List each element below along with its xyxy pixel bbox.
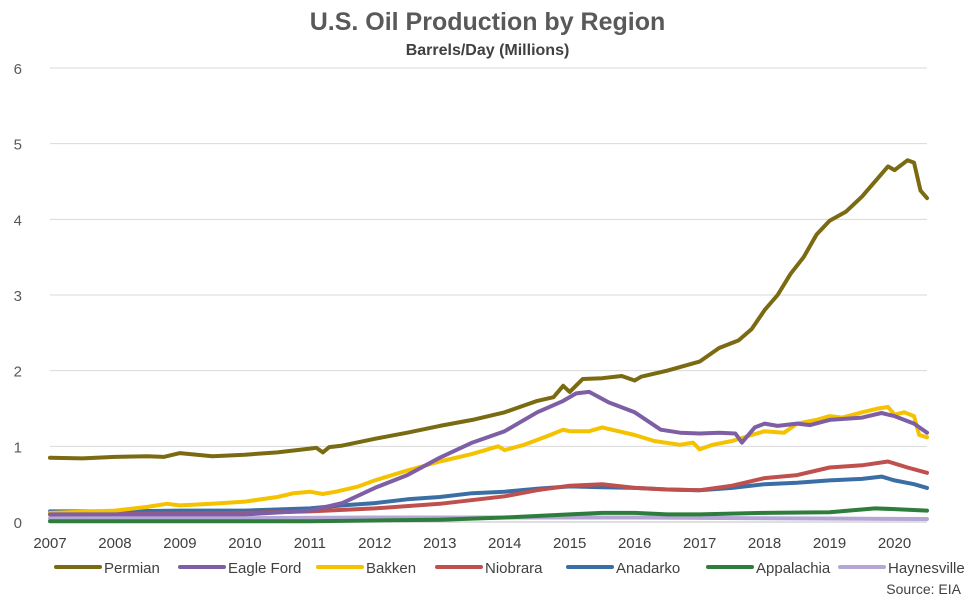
y-tick-label: 4 — [14, 212, 22, 229]
x-tick-label: 2011 — [294, 535, 326, 552]
legend-label-permian: Permian — [104, 560, 160, 577]
x-tick-label: 2007 — [33, 535, 66, 552]
series-line-appalachia — [48, 506, 929, 524]
x-tick-label: 2016 — [618, 535, 651, 552]
y-axis: 6 5 4 3 2 1 0 — [14, 61, 22, 532]
gridlines — [50, 67, 927, 523]
x-tick-label: 2009 — [163, 535, 196, 552]
chart-title: U.S. Oil Production by Region — [309, 8, 666, 36]
y-tick-label: 6 — [14, 61, 22, 78]
x-tick-label: 2015 — [553, 535, 586, 552]
series-line-bakken — [48, 405, 929, 515]
legend-label-niobrara: Niobrara — [485, 560, 543, 577]
legend-label-eagle-ford: Eagle Ford — [228, 560, 301, 577]
x-tick-label: 2018 — [748, 535, 781, 552]
x-tick-label: 2012 — [358, 535, 391, 552]
x-axis: 2007 2008 2009 2010 2011 2012 2013 2014 2015 2016… — [33, 535, 911, 552]
y-tick-label: 3 — [14, 288, 22, 305]
series-line-niobrara — [48, 459, 929, 517]
legend-label-haynesville: Haynesville — [888, 560, 965, 577]
legend: Permian Eagle Ford Bakken Niobrara Anadarko A… — [54, 560, 965, 577]
y-tick-label: 1 — [14, 439, 22, 456]
x-tick-label: 2014 — [488, 535, 521, 552]
x-tick-label: 2017 — [683, 535, 716, 552]
source-note: Source: EIA — [886, 581, 961, 597]
x-tick-label: 2020 — [878, 535, 911, 552]
legend-label-bakken: Bakken — [366, 560, 416, 577]
y-tick-label: 2 — [14, 364, 22, 381]
series-lines — [48, 158, 929, 524]
chart-subtitle: Barrels/Day (Millions) — [405, 42, 570, 59]
series-line-eagle-ford — [48, 389, 929, 517]
x-tick-label: 2010 — [228, 535, 261, 552]
y-tick-label: 0 — [14, 515, 22, 532]
x-tick-label: 2019 — [813, 535, 846, 552]
legend-label-anadarko: Anadarko — [616, 560, 680, 577]
y-tick-label: 5 — [14, 137, 22, 154]
x-tick-label: 2013 — [423, 535, 456, 552]
x-tick-label: 2008 — [98, 535, 131, 552]
legend-label-appalachia: Appalachia — [756, 560, 831, 577]
series-line-permian — [48, 158, 929, 461]
